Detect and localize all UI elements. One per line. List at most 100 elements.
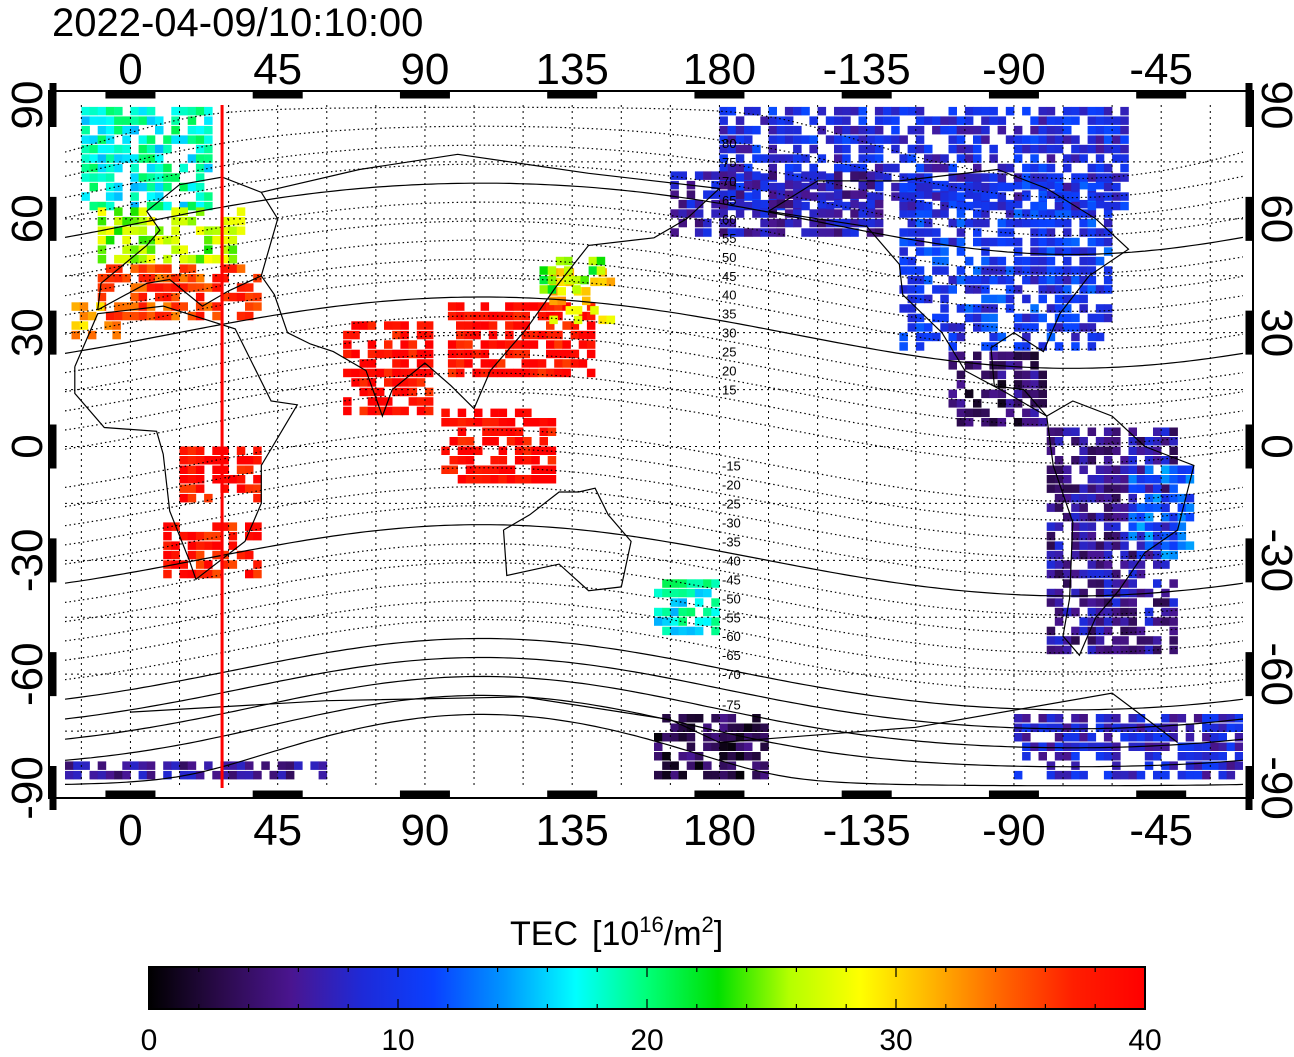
map-panel: 80 75 70 65 60 55 50 45 40 35 30 25 20 15 -15 -20 -25 -30…	[48, 83, 1254, 810]
contour-label--65: -65	[722, 648, 741, 663]
top-longitude-ticks: 0 45 90 135 180 -135 -90 -45	[118, 45, 1193, 94]
colorbar-minor-ticks	[148, 967, 1146, 1009]
contour-label--35: -35	[722, 534, 741, 549]
contour-label--45: -45	[722, 572, 741, 587]
contour--65	[65, 656, 1243, 730]
right-lat-tick-0: 0	[1252, 434, 1294, 458]
contour--20	[65, 486, 1243, 559]
contour-35	[65, 277, 1243, 350]
coastline-europe	[97, 176, 279, 311]
contour-label--25: -25	[722, 496, 741, 511]
colorbar-tick-0: 0	[141, 1024, 158, 1057]
right-lat-tick--90: -90	[1252, 756, 1294, 820]
right-lat-tick-60: 60	[1252, 194, 1294, 243]
contour--45	[65, 581, 1243, 654]
contour-label--55: -55	[722, 610, 741, 625]
tec-region-brazil-east	[1128, 465, 1195, 560]
bottom-lon-tick--135: -135	[823, 806, 911, 855]
bottom-lon-tick-45: 45	[253, 806, 302, 855]
left-lat-tick-60: 60	[3, 194, 52, 243]
left-lat-tick-0: 0	[3, 434, 52, 458]
frame-tick-marks	[49, 83, 1253, 810]
contour--80	[65, 713, 1243, 787]
tec-region-new-zealand-area	[654, 579, 720, 636]
contour-25	[65, 315, 1243, 388]
contour-label--60: -60	[722, 629, 741, 644]
timestamp-label: 2022-04-09/10:10:00	[52, 1, 423, 45]
contour-40	[65, 258, 1243, 331]
coastline-asia	[260, 153, 721, 418]
contour-label-25: 25	[722, 345, 736, 360]
contour-label-45: 45	[722, 269, 736, 284]
contour--10	[65, 448, 1243, 521]
top-lon-tick-90: 90	[400, 45, 449, 94]
contour-label-75: 75	[722, 155, 736, 170]
contour-label--30: -30	[722, 515, 741, 530]
colorbar-tick-labels: 0 10 20 30 40	[141, 1024, 1162, 1057]
colorbar: TEC [1016/m2] 0 10 20 30 40	[141, 912, 1162, 1057]
right-lat-tick--30: -30	[1252, 529, 1294, 593]
contour--50	[65, 600, 1243, 673]
colorbar-tick-20: 20	[630, 1024, 663, 1057]
bottom-lon-tick-0: 0	[118, 806, 142, 855]
contour-label-65: 65	[722, 193, 736, 208]
colorbar-tick-40: 40	[1128, 1024, 1161, 1057]
bottom-lon-tick-135: 135	[535, 806, 608, 855]
contour-label-50: 50	[722, 250, 736, 265]
left-lat-tick-30: 30	[3, 308, 52, 357]
tec-region-iberia-west	[71, 302, 121, 340]
top-lon-tick-0: 0	[118, 45, 142, 94]
coastline-antarctica	[130, 692, 1178, 744]
contour-label--50: -50	[722, 591, 741, 606]
tec-region-south-america	[1046, 427, 1178, 655]
tec-region-europe-central	[97, 207, 246, 264]
coastlines	[74, 153, 1195, 744]
top-lon-tick--90: -90	[982, 45, 1046, 94]
contour-label-20: 20	[722, 364, 736, 379]
left-latitude-ticks: 90 60 30 0 -30 -60 -90	[3, 81, 52, 820]
contour--40	[65, 562, 1243, 635]
contour-label--40: -40	[722, 553, 741, 568]
magnetic-latitude-contours	[65, 106, 1243, 787]
left-lat-tick--30: -30	[3, 529, 52, 593]
contour-20	[65, 334, 1243, 407]
colorbar-unit-exponent: 16	[639, 912, 663, 937]
contour--60	[65, 637, 1243, 711]
left-lat-tick--90: -90	[3, 756, 52, 820]
bottom-lon-tick--90: -90	[982, 806, 1046, 855]
colorbar-title: TEC [1016/m2]	[510, 912, 723, 953]
contour-30	[65, 296, 1243, 369]
right-lat-tick-30: 30	[1252, 308, 1294, 357]
right-lat-tick--60: -60	[1252, 642, 1294, 706]
contour-50	[65, 220, 1243, 293]
contour--25	[65, 505, 1243, 578]
colorbar-tick-30: 30	[879, 1024, 912, 1057]
contour-label-55: 55	[722, 231, 736, 246]
contour-55	[65, 201, 1243, 275]
bottom-lon-tick-180: 180	[683, 806, 756, 855]
left-lat-tick--60: -60	[3, 642, 52, 706]
contour-label-80: 80	[722, 136, 736, 151]
top-lon-tick-45: 45	[253, 45, 302, 94]
right-lat-tick-90: 90	[1252, 81, 1294, 130]
bottom-lon-tick--45: -45	[1129, 806, 1193, 855]
colorbar-title-name: TEC	[510, 915, 578, 953]
tec-region-mediterranean	[97, 264, 262, 321]
bottom-lon-tick-90: 90	[400, 806, 449, 855]
contour-label--20: -20	[722, 477, 741, 492]
colorbar-unit-mid: /m	[664, 915, 702, 953]
contour--35	[65, 543, 1243, 616]
coastline-south-america	[1046, 400, 1195, 657]
contour-80	[65, 106, 1243, 180]
tec-region-southern-africa	[163, 522, 262, 579]
tec-region-korea-north	[539, 256, 606, 294]
contour--5	[65, 429, 1243, 502]
coastline-australia	[502, 487, 632, 592]
left-lat-tick-90: 90	[3, 81, 52, 130]
contour-label--70: -70	[722, 667, 741, 682]
contour-60	[65, 182, 1243, 256]
contour-label-35: 35	[722, 307, 736, 322]
top-lon-tick-135: 135	[535, 45, 608, 94]
contour--30	[65, 524, 1243, 597]
colorbar-unit-prefix: [10	[592, 915, 639, 953]
